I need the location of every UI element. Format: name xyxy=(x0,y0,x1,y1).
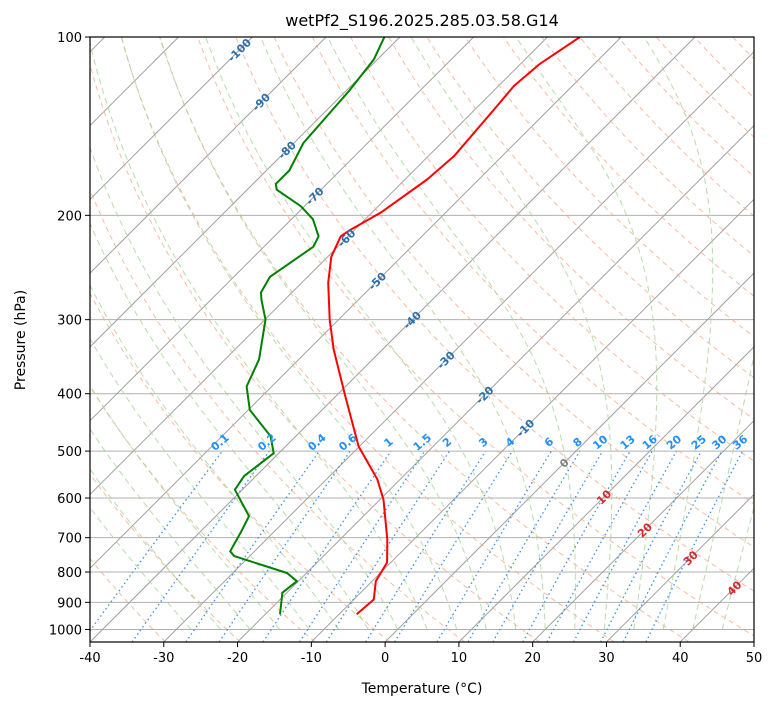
dry-adiabat-line xyxy=(198,37,764,642)
x-tick-label: -20 xyxy=(227,651,248,666)
dry-adiabat-line xyxy=(160,37,690,642)
x-tick-label: -40 xyxy=(79,651,100,666)
dry-adiabat-line xyxy=(656,37,775,642)
mixing-ratio-line xyxy=(523,451,630,642)
mixing-ratio-line xyxy=(623,451,722,642)
mixing-ratio-line xyxy=(263,451,391,642)
y-tick-label: 700 xyxy=(57,532,82,547)
x-tick-label: 20 xyxy=(524,651,541,666)
isotherm-line xyxy=(533,37,775,642)
x-tick-label: 30 xyxy=(598,651,615,666)
isotherm-line xyxy=(754,37,775,642)
mixing-ratio-line xyxy=(547,451,652,642)
y-tick-label: 900 xyxy=(57,596,82,611)
moist-adiabat-line xyxy=(89,37,428,629)
moist-adiabat-line xyxy=(516,37,657,629)
y-tick-label: 500 xyxy=(57,445,82,460)
isotherm-line xyxy=(0,37,400,642)
moist-adiabat-line xyxy=(722,37,775,629)
dry-adiabat-line xyxy=(771,37,775,642)
chart-title: wetPf2_S196.2025.285.03.58.G14 xyxy=(285,11,559,31)
mixing-ratio-line xyxy=(366,451,486,642)
isotherm-line xyxy=(0,37,326,642)
y-tick-label: 800 xyxy=(57,566,82,581)
mixing-ratio-line xyxy=(132,451,269,642)
mixing-ratio-label: 2 xyxy=(440,435,454,450)
mixing-ratio-line xyxy=(300,451,425,642)
mixing-ratio-label: 0.1 xyxy=(208,431,231,453)
isotherm-label: -100 xyxy=(225,36,254,65)
moist-adiabat-line xyxy=(0,37,221,629)
isotherm-line xyxy=(385,37,775,642)
mixing-ratio-label: 16 xyxy=(640,432,660,452)
mixing-ratio-line xyxy=(219,451,350,642)
mixing-ratio-line xyxy=(82,451,223,642)
moist-adiabat-line xyxy=(693,37,775,629)
isotherm-line xyxy=(90,37,695,642)
dry-adiabat-line xyxy=(542,37,775,642)
dry-adiabat-line xyxy=(695,37,775,642)
y-tick-label: 300 xyxy=(57,314,82,329)
mixing-ratio-label: 30 xyxy=(709,432,729,452)
y-axis-label: Pressure (hPa) xyxy=(13,290,29,390)
moist-adiabat-line xyxy=(206,37,516,629)
y-tick-label: 400 xyxy=(57,388,82,403)
dry-adiabat-line xyxy=(0,37,315,642)
mixing-ratio-label: 8 xyxy=(571,435,585,450)
x-tick-label: 10 xyxy=(451,651,468,666)
moist-adiabat-line xyxy=(261,37,546,629)
x-tick-label: 0 xyxy=(381,651,389,666)
moist-adiabat-line xyxy=(0,37,250,629)
moist-adiabat-line xyxy=(122,37,457,629)
mixing-ratio-label: 0.4 xyxy=(305,431,329,454)
mixing-ratio-line xyxy=(395,451,513,642)
isotherm-line xyxy=(311,37,775,642)
y-tick-label: 600 xyxy=(57,492,82,507)
x-tick-label: 40 xyxy=(672,651,689,666)
dry-adiabat-line xyxy=(351,37,775,642)
y-tick-label: 1000 xyxy=(49,623,82,638)
mixing-ratio-line xyxy=(574,451,677,642)
moist-adiabat-line xyxy=(644,37,713,629)
mixing-ratio-label: 10 xyxy=(590,432,610,452)
dry-adiabat-line xyxy=(274,37,775,642)
moist-adiabat-line xyxy=(328,37,576,629)
mixing-ratio-label: 20 xyxy=(664,432,684,452)
x-tick-label: -10 xyxy=(301,651,322,666)
temperature-profile-line xyxy=(328,37,580,614)
dry-adiabat-line xyxy=(465,37,775,642)
x-axis-label: Temperature (°C) xyxy=(361,681,483,697)
dry-adiabat-line xyxy=(389,37,775,642)
isotherm-line xyxy=(16,37,621,642)
x-tick-label: -30 xyxy=(153,651,174,666)
moist-adiabat-line xyxy=(60,37,398,629)
mixing-ratio-label: 25 xyxy=(689,433,709,453)
mixing-ratio-label: 1 xyxy=(382,435,396,450)
x-tick-label: 50 xyxy=(746,651,763,666)
moist-adiabat-line xyxy=(411,37,612,629)
isotherm-line xyxy=(164,37,769,642)
y-tick-label: 100 xyxy=(57,31,82,46)
mixing-ratio-label: 3 xyxy=(476,435,490,450)
mixing-ratio-label: 1.5 xyxy=(411,431,434,453)
y-tick-label: 200 xyxy=(57,209,82,224)
mixing-ratio-label: 13 xyxy=(618,433,638,453)
